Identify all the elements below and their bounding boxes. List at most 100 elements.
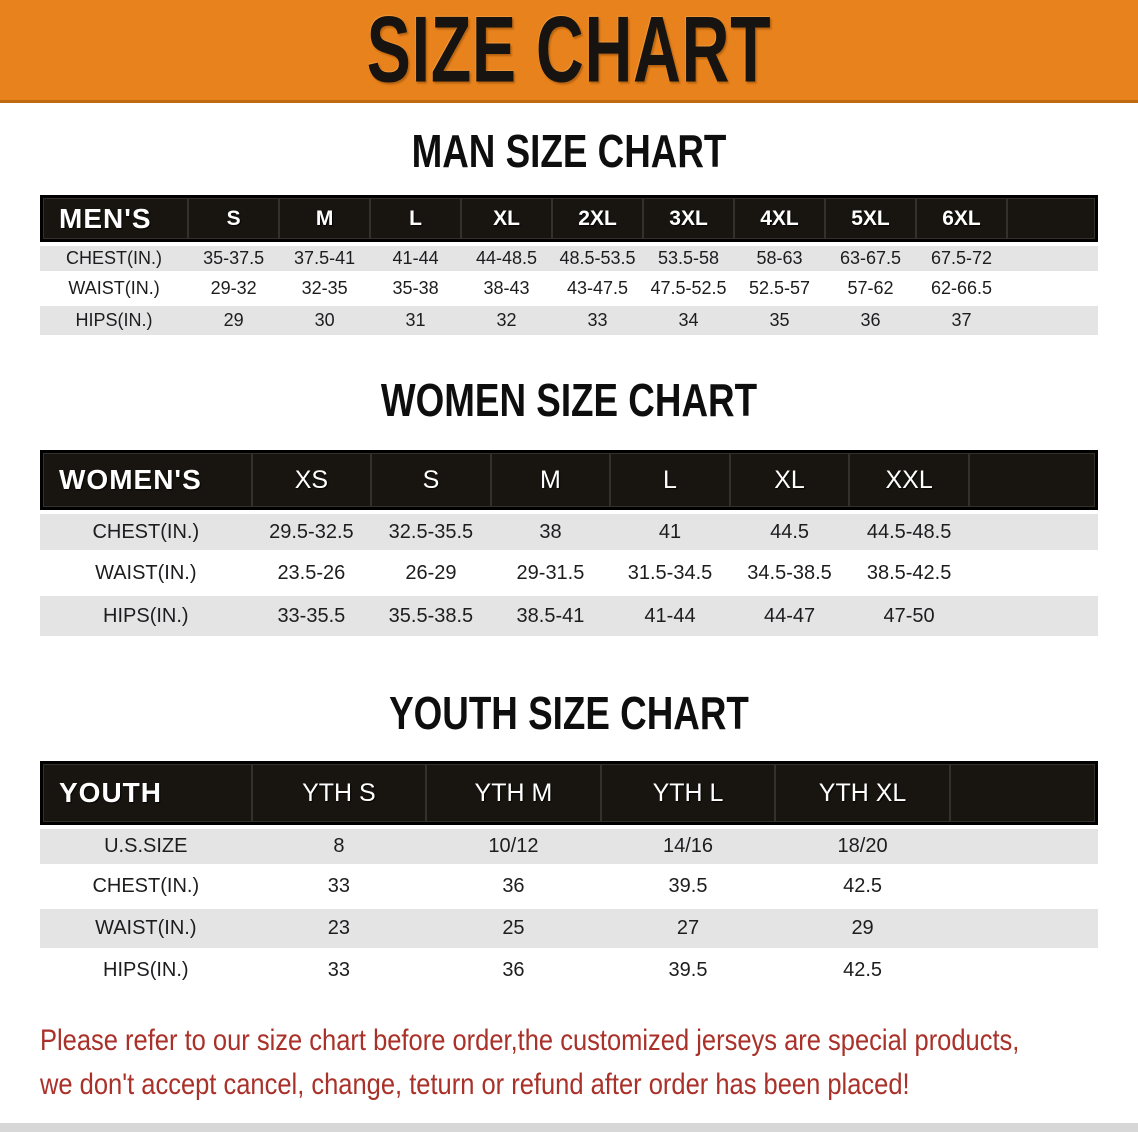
value-cell: 63-67.5 bbox=[825, 242, 916, 274]
row-label: U.S.SIZE bbox=[40, 825, 252, 867]
men-size-header: 3XL bbox=[643, 195, 735, 242]
value-cell: 33 bbox=[552, 306, 644, 338]
value-cell: 52.5-57 bbox=[734, 274, 825, 306]
youth-hips-row: HIPS(IN.) 33 36 39.5 42.5 bbox=[40, 951, 1098, 993]
value-cell: 36 bbox=[426, 867, 601, 909]
filler-cell bbox=[1006, 274, 1098, 306]
value-cell: 47.5-52.5 bbox=[643, 274, 735, 306]
value-cell: 39.5 bbox=[600, 951, 776, 993]
youth-corner-header: YOUTH bbox=[40, 761, 252, 825]
value-cell: 58-63 bbox=[734, 242, 825, 274]
value-cell: 44.5-48.5 bbox=[849, 510, 969, 553]
filler-cell bbox=[968, 596, 1098, 639]
value-cell: 39.5 bbox=[600, 867, 776, 909]
value-cell: 18/20 bbox=[775, 825, 950, 867]
youth-size-header: YTH L bbox=[600, 761, 776, 825]
value-cell: 23.5-26 bbox=[251, 553, 372, 596]
women-hips-row: HIPS(IN.) 33-35.5 35.5-38.5 38.5-41 41-4… bbox=[40, 596, 1098, 639]
row-label: WAIST(IN.) bbox=[40, 274, 189, 306]
row-label: CHEST(IN.) bbox=[40, 510, 252, 553]
section-heading-youth: YOUTH SIZE CHART bbox=[389, 687, 749, 739]
youth-size-header: YTH S bbox=[251, 761, 427, 825]
filler-cell bbox=[949, 825, 1098, 867]
value-cell: 38-43 bbox=[461, 274, 553, 306]
women-size-header: S bbox=[371, 450, 491, 510]
row-label: CHEST(IN.) bbox=[40, 867, 252, 909]
filler-cell bbox=[949, 867, 1098, 909]
value-cell: 48.5-53.5 bbox=[552, 242, 644, 274]
youth-waist-row: WAIST(IN.) 23 25 27 29 bbox=[40, 909, 1098, 951]
men-waist-row: WAIST(IN.) 29-32 32-35 35-38 38-43 43-47… bbox=[40, 274, 1098, 306]
men-header-row: MEN'S S M L XL 2XL 3XL 4XL 5XL 6XL bbox=[40, 195, 1098, 242]
value-cell: 29-32 bbox=[188, 274, 280, 306]
value-cell: 37.5-41 bbox=[279, 242, 371, 274]
disclaimer-line-1: Please refer to our size chart before or… bbox=[40, 1024, 1020, 1057]
row-label: HIPS(IN.) bbox=[40, 596, 252, 639]
filler-cell bbox=[949, 951, 1098, 993]
women-header-row: WOMEN'S XS S M L XL XXL bbox=[40, 450, 1098, 510]
men-hips-row: HIPS(IN.) 29 30 31 32 33 34 35 36 37 bbox=[40, 306, 1098, 338]
value-cell: 32.5-35.5 bbox=[371, 510, 491, 553]
youth-chest-row: CHEST(IN.) 33 36 39.5 42.5 bbox=[40, 867, 1098, 909]
women-chest-row: CHEST(IN.) 29.5-32.5 32.5-35.5 38 41 44.… bbox=[40, 510, 1098, 553]
filler-cell bbox=[968, 553, 1098, 596]
value-cell: 29 bbox=[775, 909, 950, 951]
value-cell: 44.5 bbox=[729, 510, 850, 553]
women-size-header: XXL bbox=[849, 450, 969, 510]
value-cell: 41-44 bbox=[370, 242, 462, 274]
men-size-header: S bbox=[188, 195, 280, 242]
value-cell: 67.5-72 bbox=[915, 242, 1007, 274]
value-cell: 32 bbox=[461, 306, 553, 338]
filler-cell bbox=[968, 510, 1098, 553]
value-cell: 38.5-41 bbox=[490, 596, 611, 639]
row-label: WAIST(IN.) bbox=[40, 553, 252, 596]
value-cell: 33 bbox=[251, 951, 427, 993]
youth-ussize-row: U.S.SIZE 8 10/12 14/16 18/20 bbox=[40, 825, 1098, 867]
section-heading-women: WOMEN SIZE CHART bbox=[380, 374, 758, 426]
value-cell: 32-35 bbox=[279, 274, 371, 306]
value-cell: 14/16 bbox=[600, 825, 776, 867]
value-cell: 33 bbox=[251, 867, 427, 909]
disclaimer-line-2: we don't accept cancel, change, teturn o… bbox=[40, 1068, 910, 1101]
value-cell: 33-35.5 bbox=[251, 596, 372, 639]
value-cell: 53.5-58 bbox=[643, 242, 735, 274]
men-size-header: M bbox=[279, 195, 371, 242]
women-size-header: M bbox=[490, 450, 611, 510]
value-cell: 57-62 bbox=[825, 274, 916, 306]
men-corner-header: MEN'S bbox=[40, 195, 189, 242]
value-cell: 44-47 bbox=[729, 596, 850, 639]
size-table-men: MEN'S S M L XL 2XL 3XL 4XL 5XL 6XL CHEST… bbox=[40, 195, 1098, 338]
banner: SIZE CHART bbox=[0, 0, 1138, 103]
value-cell: 37 bbox=[915, 306, 1007, 338]
youth-header-filler bbox=[949, 761, 1098, 825]
value-cell: 62-66.5 bbox=[915, 274, 1007, 306]
value-cell: 31.5-34.5 bbox=[610, 553, 730, 596]
men-size-header: 4XL bbox=[734, 195, 825, 242]
bottom-strip bbox=[0, 1123, 1138, 1132]
men-size-header: XL bbox=[461, 195, 553, 242]
value-cell: 34.5-38.5 bbox=[729, 553, 850, 596]
banner-title: SIZE CHART bbox=[366, 0, 772, 103]
section-heading-man: MAN SIZE CHART bbox=[411, 125, 727, 177]
value-cell: 38 bbox=[490, 510, 611, 553]
youth-size-header: YTH M bbox=[426, 761, 601, 825]
value-cell: 29-31.5 bbox=[490, 553, 611, 596]
row-label: CHEST(IN.) bbox=[40, 242, 189, 274]
value-cell: 31 bbox=[370, 306, 462, 338]
value-cell: 29.5-32.5 bbox=[251, 510, 372, 553]
value-cell: 47-50 bbox=[849, 596, 969, 639]
youth-size-header: YTH XL bbox=[775, 761, 950, 825]
women-size-header: L bbox=[610, 450, 730, 510]
value-cell: 36 bbox=[426, 951, 601, 993]
women-header-filler bbox=[968, 450, 1098, 510]
value-cell: 36 bbox=[825, 306, 916, 338]
women-size-header: XS bbox=[251, 450, 372, 510]
size-table-youth: YOUTH YTH S YTH M YTH L YTH XL U.S.SIZE … bbox=[40, 761, 1098, 993]
size-table-women: WOMEN'S XS S M L XL XXL CHEST(IN.) 29.5-… bbox=[40, 450, 1098, 639]
women-corner-header: WOMEN'S bbox=[40, 450, 252, 510]
value-cell: 41 bbox=[610, 510, 730, 553]
value-cell: 27 bbox=[600, 909, 776, 951]
men-size-header: 2XL bbox=[552, 195, 644, 242]
filler-cell bbox=[949, 909, 1098, 951]
men-size-header: 5XL bbox=[825, 195, 916, 242]
